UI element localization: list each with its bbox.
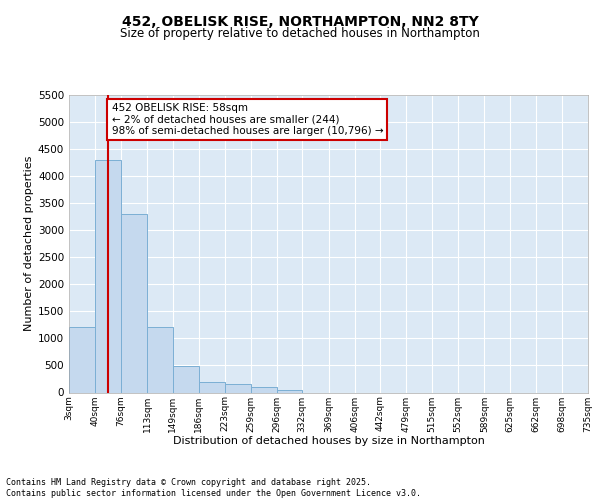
Bar <box>69 326 95 392</box>
Bar <box>147 326 173 392</box>
Bar <box>121 214 147 392</box>
Text: Contains HM Land Registry data © Crown copyright and database right 2025.
Contai: Contains HM Land Registry data © Crown c… <box>6 478 421 498</box>
Bar <box>199 382 225 392</box>
Bar <box>277 390 302 392</box>
Text: 452 OBELISK RISE: 58sqm
← 2% of detached houses are smaller (244)
98% of semi-de: 452 OBELISK RISE: 58sqm ← 2% of detached… <box>112 103 383 136</box>
Bar <box>95 160 121 392</box>
Text: Size of property relative to detached houses in Northampton: Size of property relative to detached ho… <box>120 28 480 40</box>
Bar <box>251 387 277 392</box>
Bar <box>173 366 199 392</box>
Bar <box>225 384 251 392</box>
Y-axis label: Number of detached properties: Number of detached properties <box>24 156 34 332</box>
X-axis label: Distribution of detached houses by size in Northampton: Distribution of detached houses by size … <box>173 436 484 446</box>
Text: 452, OBELISK RISE, NORTHAMPTON, NN2 8TY: 452, OBELISK RISE, NORTHAMPTON, NN2 8TY <box>122 15 478 29</box>
